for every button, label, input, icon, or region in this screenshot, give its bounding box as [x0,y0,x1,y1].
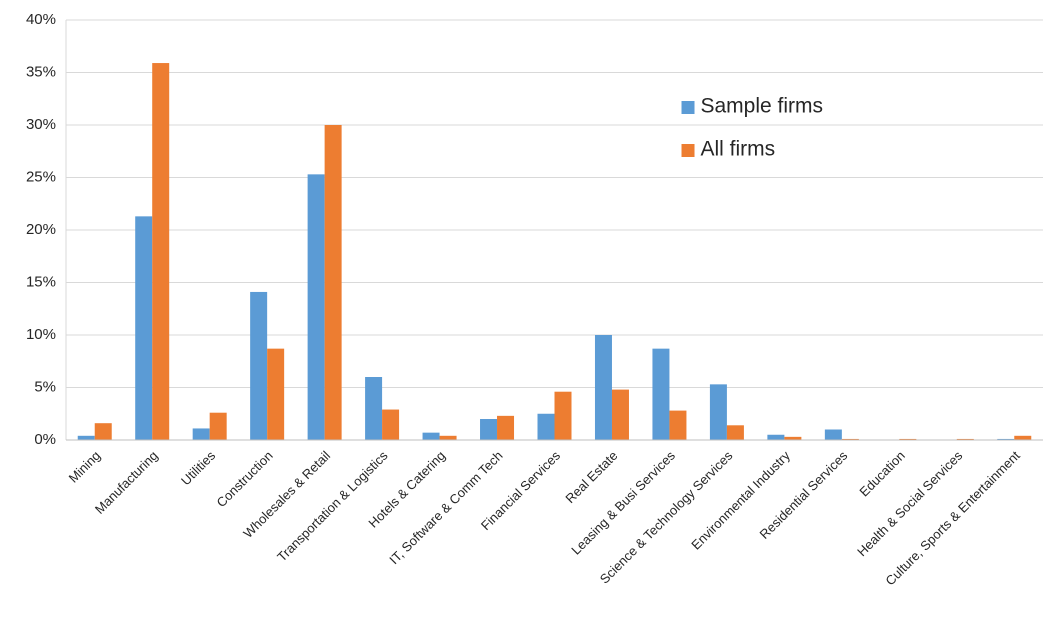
y-tick-label: 15% [26,273,56,290]
legend-swatch [681,144,695,157]
bar [480,419,498,440]
bar [439,435,457,440]
x-tick-label: Environmental Industry [688,448,793,553]
bar [1014,435,1032,440]
x-tick-label: IT, Software & Comm Tech [386,448,505,567]
bar [841,438,859,440]
bar [669,410,687,440]
bar [135,216,153,440]
x-tick-label: Construction [213,448,275,510]
bar [152,63,170,441]
x-tick-label: Health & Social Services [854,448,966,560]
x-tick-label: Leasing & Busi Services [568,448,678,558]
bar [824,429,842,440]
bar [192,428,210,440]
bar [77,435,95,440]
bar [652,348,670,440]
legend-label: All firms [701,138,776,161]
y-tick-label: 10% [26,326,56,343]
bar [709,384,727,440]
x-tick-label: Transportation & Logistics [274,448,391,565]
y-tick-label: 20% [26,221,56,238]
bar [767,434,785,440]
bar [554,391,572,440]
x-tick-label: Real Estate [562,448,620,506]
y-tick-label: 25% [26,168,56,185]
bar [94,423,112,440]
bar [899,438,917,440]
y-tick-label: 30% [26,116,56,133]
bar [594,335,612,440]
x-tick-label: Mining [66,448,104,486]
legend-label: Sample firms [701,95,824,118]
legend-swatch [681,101,695,114]
bar [382,409,400,440]
bar [324,125,342,440]
bar [997,438,1015,440]
bar [209,412,227,440]
bar [611,389,629,440]
bar [537,413,555,440]
bar [784,436,802,440]
x-tick-label: Utilities [178,448,219,489]
y-tick-label: 5% [34,378,56,395]
bar [726,425,744,440]
bar [497,415,515,440]
bar [422,432,440,440]
y-tick-label: 0% [34,431,56,448]
y-tick-label: 40% [26,11,56,28]
x-tick-label: Education [856,448,907,499]
bar [956,438,974,440]
bar [267,348,285,440]
bar [250,291,268,440]
bar [365,377,383,440]
y-tick-label: 35% [26,63,56,80]
bar [307,174,325,440]
